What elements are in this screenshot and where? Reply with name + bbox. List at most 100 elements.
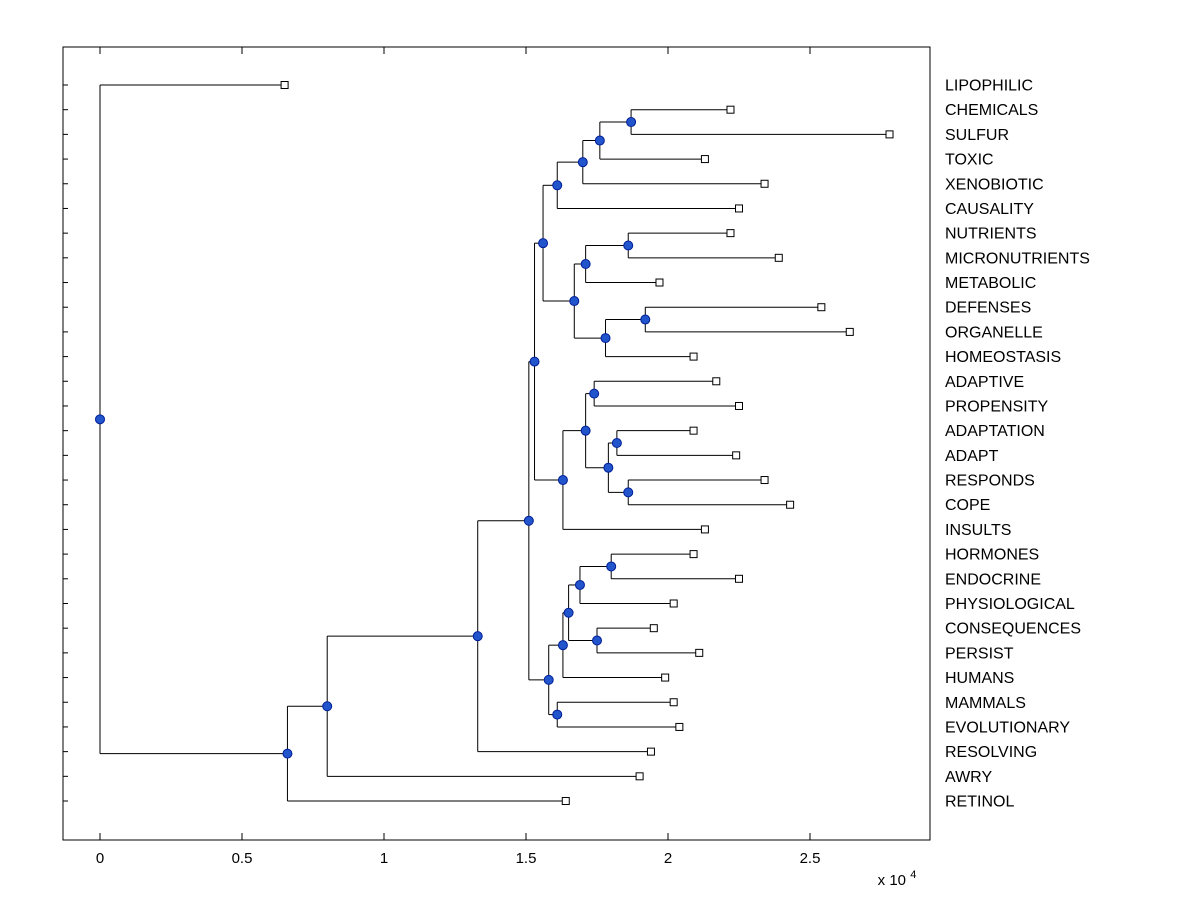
leaf-marker xyxy=(817,303,826,312)
branch-node-marker xyxy=(623,240,634,251)
branch-node-marker xyxy=(623,487,634,498)
branch-node-marker xyxy=(574,579,585,590)
leaf-marker xyxy=(649,624,658,633)
leaf-label: ENDOCRINE xyxy=(945,571,1041,588)
leaf-marker xyxy=(280,81,289,89)
leaf-label: ADAPTATION xyxy=(945,423,1045,440)
leaf-label: RESPONDS xyxy=(945,473,1035,490)
leaf-label: INSULTS xyxy=(945,522,1011,539)
leaf-label: AWRY xyxy=(945,769,992,786)
branch-node-marker xyxy=(95,414,105,425)
leaf-marker xyxy=(712,377,721,386)
branch-node-marker xyxy=(282,748,293,759)
leaf-marker xyxy=(735,401,743,410)
leaf-marker xyxy=(695,648,704,657)
leaf-marker xyxy=(700,155,709,164)
leaf-label: HORMONES xyxy=(945,547,1039,564)
leaf-label: CHEMICALS xyxy=(945,102,1038,119)
branch-node-marker xyxy=(606,561,617,572)
x-tick-label: 1.5 xyxy=(516,850,537,867)
leaf-label: SULFUR xyxy=(945,127,1009,144)
leaf-label: RETINOL xyxy=(945,794,1014,811)
tree-edges xyxy=(99,84,890,802)
leaf-marker xyxy=(760,476,769,485)
leaf-marker xyxy=(726,105,735,114)
leaf-label: ORGANELLE xyxy=(945,324,1043,341)
x-axis-multiplier: x 10 4 xyxy=(878,869,917,889)
leaf-marker xyxy=(675,722,684,731)
branch-node-marker xyxy=(557,640,568,651)
leaf-marker xyxy=(669,599,678,608)
branch-node-marker xyxy=(543,674,554,685)
branch-node-markers xyxy=(95,117,651,759)
branch-node-marker xyxy=(594,135,605,146)
leaf-marker xyxy=(689,426,698,435)
leaf-marker xyxy=(646,747,655,756)
branch-node-marker xyxy=(603,462,614,473)
branch-node-marker xyxy=(580,425,591,436)
leaf-label: MAMMALS xyxy=(945,695,1026,712)
branch-node-marker xyxy=(557,475,568,486)
leaf-label: EVOLUTIONARY xyxy=(945,719,1070,736)
x-tick-label: 2 xyxy=(664,850,672,867)
leaf-label: PROPENSITY xyxy=(945,398,1048,415)
leaf-marker xyxy=(635,772,644,781)
leaf-marker xyxy=(732,451,741,460)
branch-node-marker xyxy=(626,117,637,128)
branch-node-marker xyxy=(552,709,563,720)
branch-node-marker xyxy=(472,631,483,642)
leaf-marker xyxy=(726,229,735,238)
leaf-marker xyxy=(735,204,743,213)
branch-node-marker xyxy=(600,333,611,344)
leaf-label: ADAPTIVE xyxy=(945,374,1024,391)
leaf-label: NUTRIENTS xyxy=(945,226,1037,243)
leaf-label: CAUSALITY xyxy=(945,201,1034,218)
x-tick-label: 0.5 xyxy=(232,850,253,867)
leaf-marker xyxy=(561,797,570,806)
branch-node-marker xyxy=(589,388,600,399)
branch-node-marker xyxy=(611,438,622,449)
leaf-marker xyxy=(735,574,743,583)
x-tick-label: 0 xyxy=(96,850,104,867)
leaf-marker xyxy=(845,327,854,336)
leaf-label: PHYSIOLOGICAL xyxy=(945,596,1075,613)
leaf-marker xyxy=(760,179,769,188)
leaf-label: DEFENSES xyxy=(945,300,1031,317)
leaf-label: RESOLVING xyxy=(945,744,1037,761)
leaf-label: ADAPT xyxy=(945,448,999,465)
branch-node-marker xyxy=(563,607,574,618)
leaf-marker xyxy=(655,278,664,287)
branch-node-marker xyxy=(538,238,549,249)
branch-node-marker xyxy=(640,314,651,325)
leaf-label: MICRONUTRIENTS xyxy=(945,250,1090,267)
leaf-label: HUMANS xyxy=(945,670,1014,687)
branch-node-marker xyxy=(523,515,534,526)
axis-box xyxy=(62,46,931,841)
leaf-marker xyxy=(700,525,709,534)
x-tick-label: 1 xyxy=(380,850,388,867)
leaf-label: METABOLIC xyxy=(945,275,1036,292)
branch-node-marker xyxy=(552,180,563,191)
leaf-label: PERSIST xyxy=(945,645,1014,662)
leaf-marker xyxy=(669,698,678,707)
leaf-label: XENOBIOTIC xyxy=(945,176,1044,193)
leaf-marker xyxy=(786,500,795,509)
leaf-marker xyxy=(661,673,670,682)
x-tick-label: 2.5 xyxy=(800,850,821,867)
branch-node-marker xyxy=(529,356,540,367)
branch-node-marker xyxy=(592,635,602,646)
leaf-marker xyxy=(885,130,894,139)
branch-node-marker xyxy=(577,157,588,168)
leaf-label: TOXIC xyxy=(945,152,994,169)
leaf-marker xyxy=(689,352,698,361)
axis xyxy=(62,46,931,841)
branch-node-marker xyxy=(322,701,333,712)
branch-node-marker xyxy=(569,296,580,307)
leaf-labels: LIPOPHILIC CHEMICALS SULFUR TOXIC XENOBIOTIC… xyxy=(945,78,1090,811)
leaf-label: COPE xyxy=(945,497,990,514)
leaf-label: LIPOPHILIC xyxy=(945,78,1033,95)
leaf-label: CONSEQUENCES xyxy=(945,621,1081,638)
leaf-marker xyxy=(774,253,783,262)
